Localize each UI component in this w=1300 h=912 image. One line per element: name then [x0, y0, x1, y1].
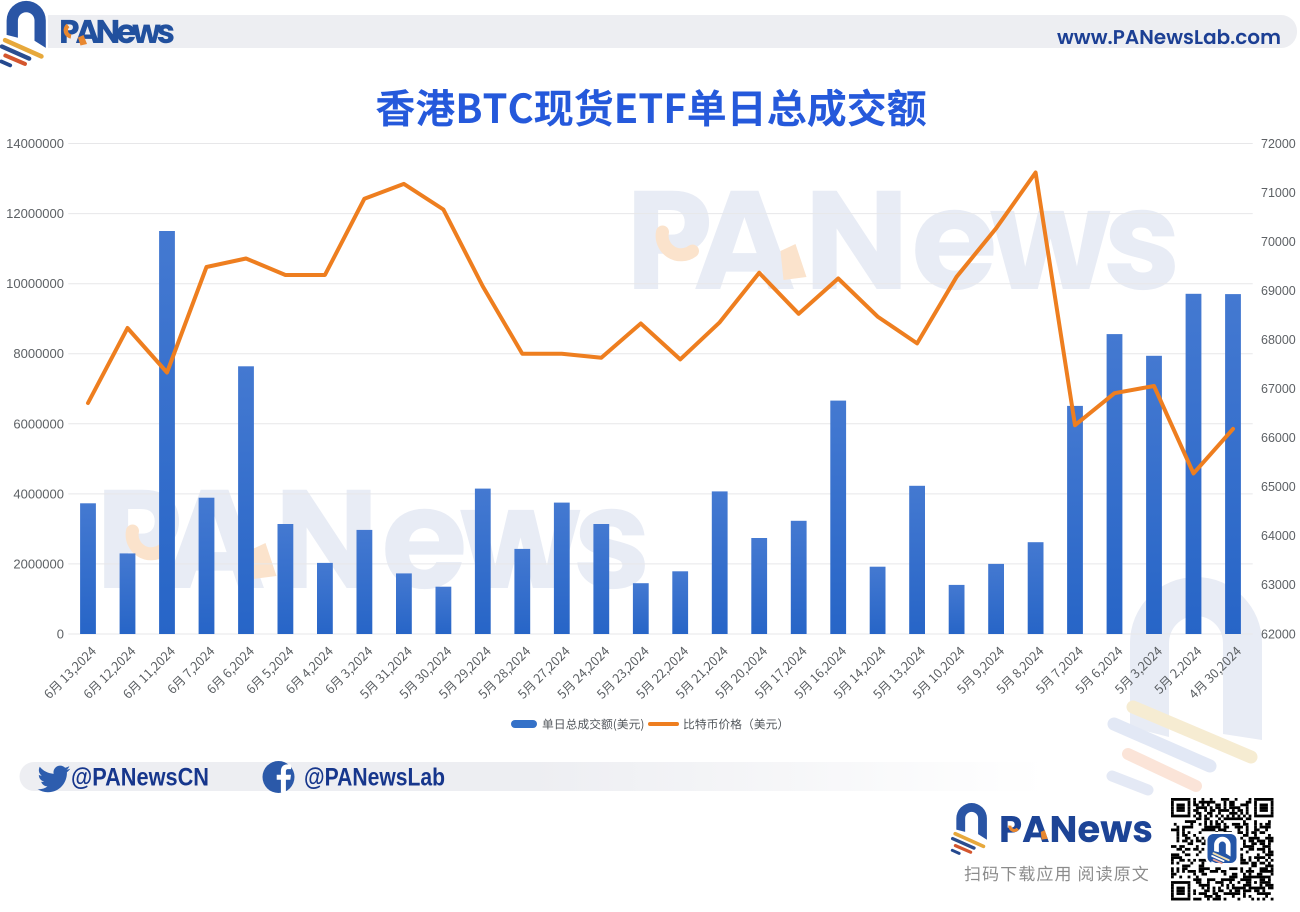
- svg-text:0: 0: [57, 627, 64, 642]
- svg-text:10000000: 10000000: [6, 276, 64, 291]
- svg-text:72000: 72000: [1261, 137, 1296, 151]
- svg-text:71000: 71000: [1261, 186, 1296, 200]
- svg-text:67000: 67000: [1261, 382, 1296, 396]
- svg-text:4000000: 4000000: [13, 486, 64, 501]
- svg-text:69000: 69000: [1261, 284, 1296, 298]
- svg-text:12000000: 12000000: [6, 206, 64, 221]
- svg-text:14000000: 14000000: [6, 136, 64, 151]
- svg-text:68000: 68000: [1261, 333, 1296, 347]
- svg-text:8000000: 8000000: [13, 346, 64, 361]
- svg-text:65000: 65000: [1261, 480, 1296, 494]
- svg-text:63000: 63000: [1261, 578, 1296, 592]
- svg-text:64000: 64000: [1261, 529, 1296, 543]
- svg-text:70000: 70000: [1261, 235, 1296, 249]
- svg-text:@PANewsLab: @PANewsLab: [304, 764, 445, 792]
- svg-text:6000000: 6000000: [13, 416, 64, 431]
- svg-text:62000: 62000: [1261, 627, 1296, 641]
- svg-text:@PANewsCN: @PANewsCN: [71, 764, 209, 792]
- svg-text:66000: 66000: [1261, 431, 1296, 445]
- svg-text:2000000: 2000000: [13, 556, 64, 571]
